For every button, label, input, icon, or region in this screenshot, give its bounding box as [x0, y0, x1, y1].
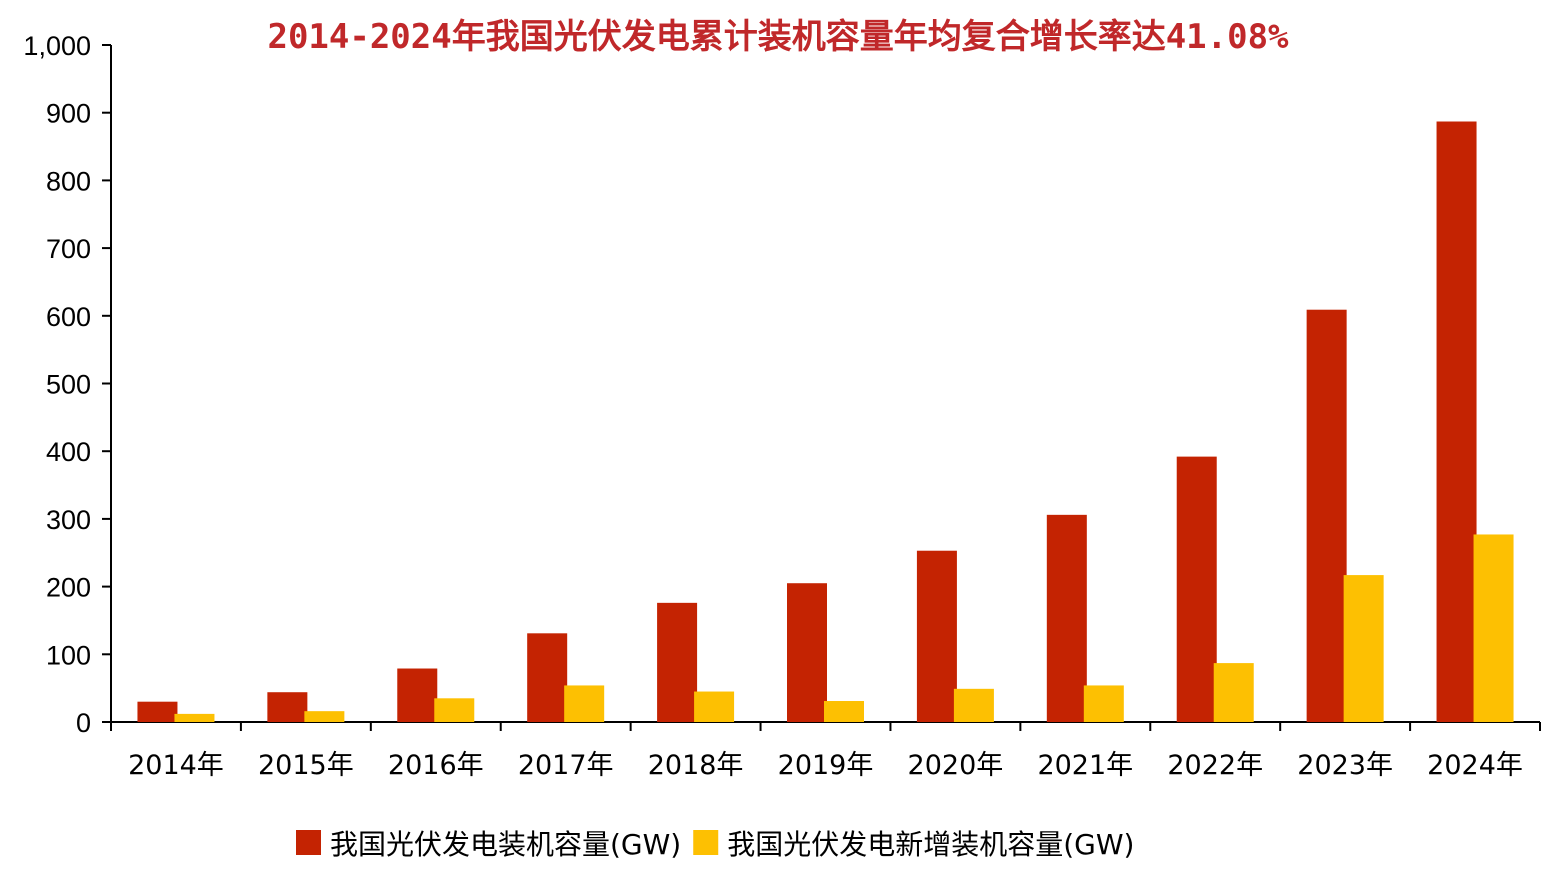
bar-new-2017年	[564, 685, 605, 722]
legend-label: 我国光伏发电装机容量(GW)	[330, 828, 681, 861]
chart-title: 2014-2024年我国光伏发电累计装机容量年均复合增长率达41.08%	[267, 17, 1289, 57]
y-tick-label: 500	[46, 370, 91, 400]
x-tick-label: 2015年	[258, 750, 354, 781]
bar-cumulative-2022年	[1176, 456, 1217, 722]
bar-new-2023年	[1343, 575, 1384, 722]
bar-new-2014年	[174, 713, 215, 722]
x-tick-label: 2024年	[1427, 750, 1523, 781]
bar-new-2019年	[824, 701, 864, 722]
x-tick-label: 2016年	[388, 750, 484, 781]
x-tick-label: 2014年	[128, 750, 224, 781]
y-tick-label: 100	[46, 640, 91, 670]
bar-new-2022年	[1213, 663, 1254, 722]
y-tick-label: 600	[46, 302, 91, 332]
y-axis: 0 100 200 300 400 500 600 700 800 900 1,000	[23, 31, 112, 738]
y-tick-label: 200	[46, 573, 91, 603]
bar-new-2021年	[1083, 685, 1124, 722]
bar-new-2016年	[434, 698, 475, 722]
bar-new-2024年	[1473, 534, 1514, 722]
legend-swatch	[296, 830, 321, 855]
bar-cumulative-2014年	[137, 701, 178, 722]
x-axis: 2014年 2015年 2016年 2017年 2018年 2019年 2020年 2021年…	[110, 721, 1541, 781]
bar-cumulative-2023年	[1306, 309, 1347, 722]
legend-swatch	[693, 830, 719, 855]
x-tick-label: 2019年	[778, 750, 874, 781]
bar-new-2015年	[304, 711, 345, 722]
bar-cumulative-2020年	[916, 550, 957, 722]
x-tick-label: 2017年	[518, 750, 614, 781]
bar-cumulative-2016年	[397, 668, 438, 722]
y-tick-label: 300	[46, 505, 91, 535]
y-tick-label: 400	[46, 437, 91, 467]
y-tick-label: 800	[46, 166, 91, 196]
x-tick-label: 2021年	[1037, 750, 1133, 781]
bar-new-2018年	[694, 691, 735, 722]
bar-cumulative-2021年	[1046, 514, 1087, 722]
legend-label: 我国光伏发电新增装机容量(GW)	[727, 828, 1134, 861]
y-tick-label: 900	[46, 99, 91, 129]
y-tick-label: 700	[46, 234, 91, 264]
x-tick-label: 2022年	[1167, 750, 1263, 781]
bar-cumulative-2019年	[787, 583, 827, 722]
bar-cumulative-2018年	[657, 602, 698, 722]
y-tick-label: 1,000	[23, 31, 91, 61]
legend: 我国光伏发电装机容量(GW) 我国光伏发电新增装机容量(GW)	[296, 828, 1134, 861]
bar-cumulative-2017年	[527, 633, 568, 722]
y-tick-label: 0	[76, 708, 91, 738]
x-tick-label: 2023年	[1297, 750, 1393, 781]
bar-new-2020年	[953, 688, 994, 722]
bar-cumulative-2024年	[1436, 121, 1477, 723]
x-tick-label: 2020年	[908, 750, 1004, 781]
bars	[137, 121, 1514, 723]
x-tick-label: 2018年	[648, 750, 744, 781]
bar-cumulative-2015年	[267, 692, 308, 722]
